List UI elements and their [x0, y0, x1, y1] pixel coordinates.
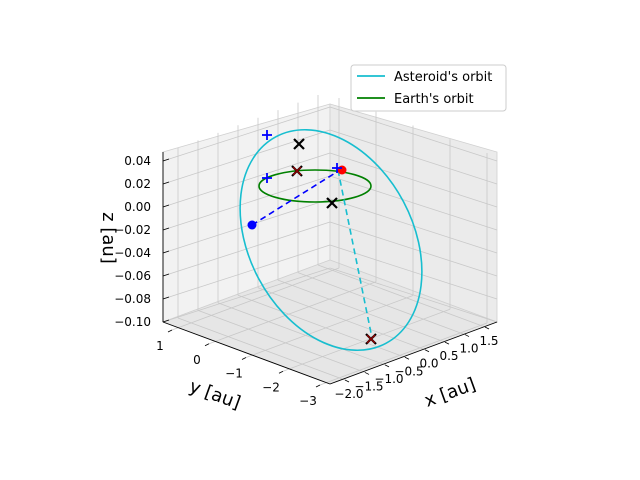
x-tick-mark	[424, 349, 430, 353]
x-tick-mark	[364, 372, 370, 375]
x-grid-line	[217, 302, 386, 366]
x-grid-line	[197, 310, 366, 373]
z-tick-label: −0.04	[114, 246, 151, 260]
y-tick-mark	[204, 343, 210, 347]
blue-plus-marker	[262, 130, 272, 140]
earth-point-marker	[337, 165, 347, 175]
z-tick-label: 0.02	[124, 177, 151, 191]
x-grid-line	[177, 317, 346, 381]
z-tick-mark	[162, 273, 170, 277]
asteroid-orbit-line	[239, 128, 423, 352]
x-tick-label: −0.5	[394, 364, 423, 378]
y-tick-mark	[167, 329, 173, 333]
x-grid-line	[317, 264, 486, 328]
black-x-marker	[326, 197, 338, 209]
z-grid-line	[162, 244, 331, 300]
x-grid-line	[297, 272, 466, 335]
blue-dashed-line	[251, 169, 341, 226]
z-tick-mark	[162, 158, 170, 162]
legend-label-earth: Earth's orbit	[394, 92, 474, 107]
y-tick-label: 1	[156, 339, 164, 353]
sun-point-marker	[247, 220, 257, 230]
legend-label-asteroid: Asteroid's orbit	[394, 70, 492, 85]
z-grid-line	[329, 106, 498, 162]
y-grid-line	[208, 281, 377, 345]
z-grid-line	[162, 198, 331, 254]
x-tick-label: −1.5	[354, 379, 383, 393]
z-tick-label: 0.00	[124, 200, 151, 214]
x-tick-mark	[404, 356, 410, 360]
z-tick-mark	[162, 181, 170, 185]
y-grid-line	[245, 295, 414, 358]
x-tick-mark	[384, 364, 390, 368]
red-x-marker-inner	[292, 166, 302, 176]
legend: Asteroid's orbit Earth's orbit	[350, 64, 507, 112]
x-tick-label: 0.0	[419, 357, 438, 371]
x-tick-mark	[344, 379, 350, 383]
grid-lines	[162, 95, 498, 386]
z-grid-line	[329, 129, 498, 185]
z-grid-line	[329, 152, 498, 208]
z-tick-label: 0.04	[124, 154, 151, 168]
x-tick-label: −1.0	[374, 372, 403, 386]
z-grid-line	[329, 175, 498, 231]
x-tick-mark	[484, 326, 490, 330]
blue-plus-marker	[262, 173, 272, 183]
x-axis-line	[329, 321, 498, 385]
z-grid-line	[162, 175, 331, 231]
y-axis-line	[162, 321, 331, 385]
y-grid-line	[319, 322, 488, 386]
black-x-marker	[293, 138, 305, 150]
x-tick-label: 0.5	[439, 349, 458, 363]
z-tick-mark	[162, 319, 170, 323]
x-tick-mark	[444, 341, 450, 345]
z-tick-mark	[162, 296, 170, 300]
z-tick-mark	[162, 227, 170, 231]
z-tick-mark	[162, 250, 170, 254]
x-tick-label: 1.5	[479, 334, 498, 348]
y-axis-label: y [au]	[186, 376, 243, 414]
x-grid-line	[257, 287, 426, 351]
y-grid-line	[171, 267, 340, 331]
z-grid-line	[162, 106, 331, 162]
y-tick-mark	[278, 370, 284, 374]
z-tick-label: −0.02	[114, 223, 151, 237]
z-grid-line	[162, 152, 331, 208]
z-grid-line	[329, 267, 498, 323]
cyan-dashed-line	[337, 169, 373, 339]
z-tick-mark	[162, 204, 170, 208]
x-tick-mark	[464, 334, 470, 337]
y-tick-label: −2	[262, 380, 280, 394]
z-tick-label: −0.10	[114, 315, 151, 329]
y-tick-mark	[241, 357, 247, 360]
z-axis-label: z [au]	[98, 212, 119, 264]
z-grid-line	[329, 244, 498, 300]
y-tick-mark	[315, 384, 321, 388]
legend-box	[350, 64, 507, 112]
y-tick-label: −1	[225, 367, 243, 381]
blue-plus-marker	[332, 163, 342, 173]
x-axis-label: x [au]	[422, 374, 479, 412]
earth-orbit-line	[258, 169, 372, 203]
x-grid-line	[277, 279, 446, 343]
z-grid-line	[162, 129, 331, 185]
z-grid-line	[329, 221, 498, 277]
red-x-marker-inner	[366, 334, 376, 344]
y-tick-label: −3	[299, 394, 317, 408]
z-tick-label: −0.06	[114, 269, 151, 283]
z-tick-label: −0.08	[114, 292, 151, 306]
axis-ticks: 0.040.020.00−0.02−0.04−0.06−0.08−0.10−2.…	[114, 154, 498, 408]
x-tick-label: 1.0	[459, 342, 478, 356]
z-grid-line	[162, 267, 331, 323]
y-tick-label: 0	[193, 353, 201, 367]
x-tick-label: −2.0	[334, 387, 363, 401]
y-grid-line	[282, 308, 451, 372]
